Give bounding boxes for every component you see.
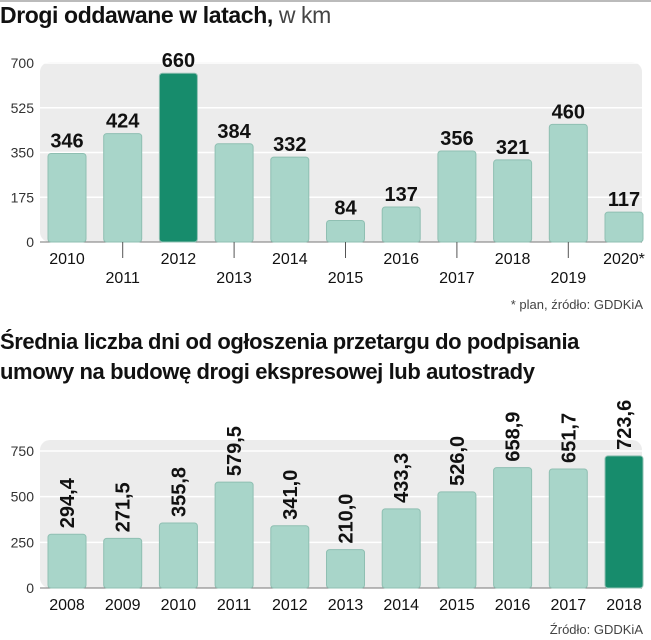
chart1-y-tick: 350 bbox=[11, 145, 35, 161]
chart1-y-tick: 525 bbox=[11, 100, 35, 116]
chart1-x-label: 2012 bbox=[161, 251, 197, 268]
chart2-value-label: 651,7 bbox=[558, 413, 580, 463]
chart1-value-label: 660 bbox=[162, 50, 195, 72]
chart1-value-label: 84 bbox=[334, 198, 357, 220]
chart1-value-label: 332 bbox=[273, 134, 306, 156]
chart2-x-label: 2009 bbox=[105, 597, 141, 614]
chart2-bar bbox=[493, 467, 533, 589]
chart2-value-label: 579,5 bbox=[224, 426, 246, 476]
chart1-x-label: 2017 bbox=[439, 270, 475, 287]
chart1-x-label: 2020* bbox=[603, 251, 645, 268]
chart1-x-label: 2013 bbox=[216, 270, 252, 287]
chart2-bar bbox=[548, 468, 588, 589]
chart2-value-label: 355,8 bbox=[168, 467, 190, 517]
chart2-svg: 0 250 500 750 294,4 2008 271,5 2009 355,8 2010 579… bbox=[11, 400, 644, 614]
chart1-bar bbox=[47, 153, 87, 243]
chart2-bar bbox=[270, 525, 310, 589]
chart2-title-line1: Średnia liczba dni od ogłoszenia przetar… bbox=[0, 329, 580, 354]
chart2-x-label: 2016 bbox=[495, 597, 531, 614]
chart2-y-tick: 750 bbox=[11, 443, 35, 459]
chart1-value-label: 384 bbox=[217, 121, 251, 143]
chart2-bar bbox=[437, 491, 477, 589]
chart2-value-label: 271,5 bbox=[113, 482, 135, 532]
chart1-title-unit: w km bbox=[278, 2, 331, 28]
chart2-bar bbox=[326, 549, 365, 589]
chart2-value-label: 658,9 bbox=[503, 412, 525, 462]
chart2-x-label: 2012 bbox=[272, 597, 308, 614]
chart2-x-label: 2014 bbox=[383, 597, 419, 614]
chart1-value-label: 117 bbox=[608, 189, 640, 211]
chart2-x-label: 2018 bbox=[606, 597, 642, 614]
chart1-x-label: 2016 bbox=[383, 251, 419, 268]
chart1-value-label: 460 bbox=[552, 101, 585, 123]
top-rule bbox=[0, 0, 651, 2]
chart2-value-label: 210,0 bbox=[336, 494, 358, 544]
chart2-bar bbox=[381, 508, 421, 589]
chart2-value-label: 433,3 bbox=[391, 453, 413, 503]
chart1-y-tick: 175 bbox=[11, 189, 35, 205]
chart2-value-label: 341,0 bbox=[280, 470, 302, 520]
chart1-source-note: * plan, źródło: GDDKiA bbox=[510, 297, 643, 312]
chart1-bar bbox=[437, 150, 477, 243]
chart2-bar bbox=[47, 533, 87, 589]
chart1-bar bbox=[103, 133, 143, 243]
chart1-bar bbox=[381, 206, 421, 243]
chart2-source-note: Źródło: GDDKiA bbox=[549, 622, 643, 637]
chart1-title-main: Drogi oddawane w latach, bbox=[0, 2, 273, 28]
chart2-bar bbox=[604, 455, 644, 589]
chart2-x-label: 2013 bbox=[328, 597, 364, 614]
chart2-value-label: 723,6 bbox=[614, 400, 636, 450]
chart1-bar bbox=[493, 159, 533, 243]
chart2-x-label: 2017 bbox=[551, 597, 587, 614]
chart1-y-tick: 0 bbox=[26, 234, 34, 250]
chart2-x-label: 2008 bbox=[49, 597, 85, 614]
chart1-value-label: 356 bbox=[440, 128, 473, 150]
chart1-x-label: 2015 bbox=[328, 270, 364, 287]
chart2-x-label: 2010 bbox=[161, 597, 197, 614]
chart1-bar bbox=[158, 72, 198, 243]
chart1-x-label: 2014 bbox=[272, 251, 308, 268]
chart2-bar bbox=[103, 537, 143, 589]
chart1-y-tick: 700 bbox=[11, 55, 35, 71]
chart2-bar bbox=[214, 481, 254, 589]
chart2-y-tick: 250 bbox=[11, 534, 35, 550]
chart2-y-tick: 500 bbox=[11, 489, 35, 505]
chart1-svg: 0 175 350 525 700 346 2010 424 2011 660 2012 384 201… bbox=[11, 50, 645, 287]
chart2-value-label: 526,0 bbox=[447, 436, 469, 486]
chart1-value-label: 424 bbox=[106, 111, 140, 133]
chart1-bar bbox=[548, 123, 588, 243]
chart1-bar bbox=[326, 220, 365, 243]
chart1-x-label: 2011 bbox=[105, 270, 140, 287]
chart1-value-label: 346 bbox=[50, 131, 83, 153]
chart2-x-label: 2011 bbox=[217, 597, 252, 614]
chart1-bar bbox=[604, 211, 644, 243]
chart1-title: Drogi oddawane w latach, w km bbox=[0, 2, 331, 29]
chart1-x-label: 2019 bbox=[551, 270, 587, 287]
chart1-value-label: 321 bbox=[496, 137, 529, 159]
chart2-y-tick: 0 bbox=[26, 580, 34, 596]
chart1-bar bbox=[270, 156, 310, 243]
chart1-bar bbox=[214, 143, 254, 243]
chart2-bar bbox=[158, 522, 198, 589]
chart2-title-line2: umowy na budowę drogi ekspresowej lub au… bbox=[0, 359, 535, 384]
chart1-value-label: 137 bbox=[385, 184, 418, 206]
chart2-x-label: 2015 bbox=[439, 597, 475, 614]
chart1-x-label: 2018 bbox=[495, 251, 531, 268]
chart1-x-label: 2010 bbox=[49, 251, 85, 268]
chart2-value-label: 294,4 bbox=[57, 477, 79, 528]
